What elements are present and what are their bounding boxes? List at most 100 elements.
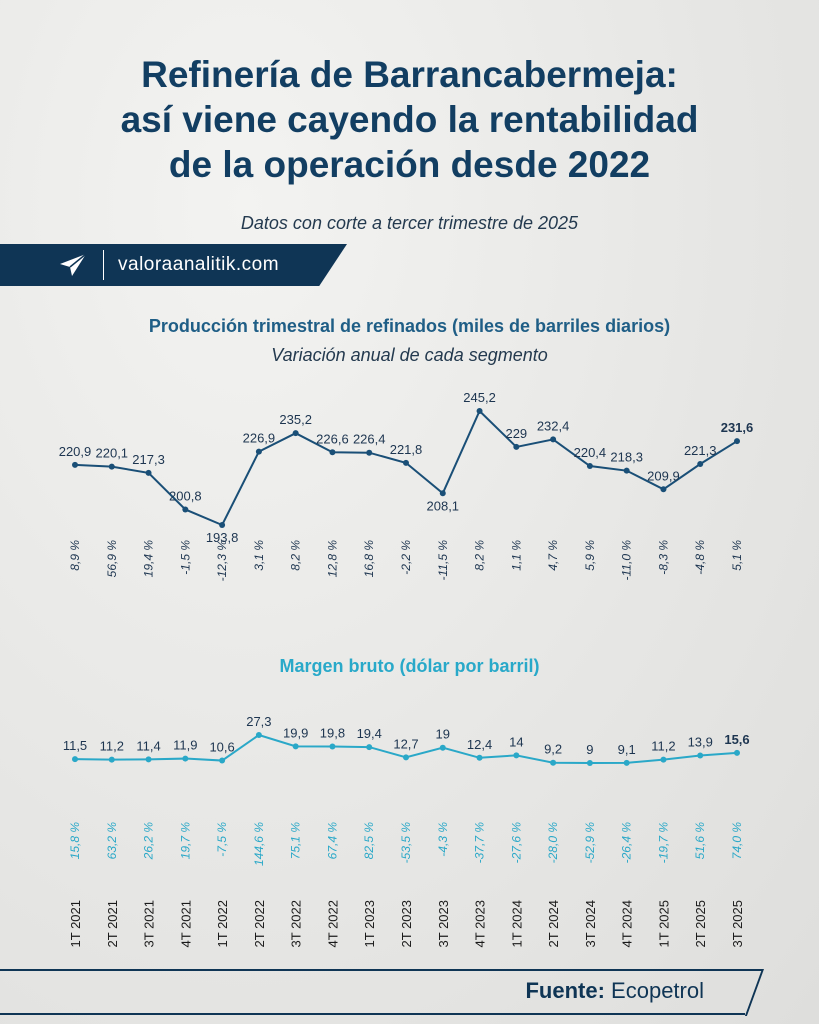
x-tick-label: 2T 2024 <box>546 900 561 947</box>
production-value-label: 226,4 <box>353 432 386 447</box>
production-annual-change-label: 16,8 % <box>362 540 376 578</box>
production-point <box>219 522 226 528</box>
margin-annual-change-label: 63,2 % <box>105 822 119 860</box>
production-value-label: 235,2 <box>279 412 312 427</box>
margin-value-label: 10,6 <box>209 740 234 755</box>
margin-point <box>329 743 336 750</box>
margin-annual-change-label: 67,4 % <box>325 822 339 860</box>
production-value-label: 208,1 <box>427 498 460 513</box>
x-tick-label: 3T 2025 <box>730 900 745 947</box>
margin-value-label: 11,5 <box>63 738 87 753</box>
production-point <box>439 490 446 497</box>
site-link[interactable]: valoraanalitik.com <box>118 254 280 275</box>
production-chart-subtitle: Variación anual de cada segmento <box>271 345 548 365</box>
production-point <box>550 436 557 443</box>
margin-value-label: 11,9 <box>173 738 197 753</box>
production-point <box>72 461 78 468</box>
production-annual-change-label: 8,2 % <box>473 540 487 571</box>
production-point <box>292 430 299 437</box>
x-tick-label: 4T 2023 <box>473 900 488 947</box>
x-tick-label: 3T 2024 <box>583 900 598 947</box>
production-annual-change-label: -4,8 % <box>693 540 707 575</box>
production-annual-change-label: -12,3 % <box>215 540 229 582</box>
brand-banner: valoraanalitik.com <box>0 244 347 286</box>
footer-border <box>0 969 762 971</box>
margin-point <box>72 756 78 763</box>
margin-point <box>439 744 446 751</box>
footer-border <box>0 1013 745 1015</box>
margin-annual-change-label: 26,2 % <box>142 822 156 861</box>
margin-value-label: 19,9 <box>283 725 308 740</box>
margin-value-label: 19,4 <box>357 726 382 741</box>
production-point <box>108 463 115 470</box>
margin-annual-change-label: -28,0 % <box>546 822 560 864</box>
x-tick-label: 4T 2022 <box>325 900 340 947</box>
x-tick-label: 3T 2023 <box>436 900 451 947</box>
x-tick-label: 2T 2023 <box>399 900 414 947</box>
x-tick-label: 3T 2022 <box>289 900 304 947</box>
production-annual-change-label: 1,1 % <box>509 540 523 571</box>
margin-annual-change-label: -26,4 % <box>620 822 634 864</box>
margin-annual-change-label: -27,6 % <box>509 822 523 864</box>
subtitle: Datos con corte a tercer trimestre de 20… <box>240 213 579 233</box>
margin-value-label: 11,4 <box>136 738 160 753</box>
margin-point <box>660 756 667 763</box>
margin-annual-change-label: 144,6 % <box>252 822 266 866</box>
x-tick-label: 3T 2021 <box>142 900 157 947</box>
x-tick-label: 1T 2022 <box>215 900 230 947</box>
production-point <box>403 459 409 466</box>
margin-value-label: 12,7 <box>393 736 418 751</box>
paper-plane-logo-icon <box>60 253 87 276</box>
production-series-line <box>74 409 738 527</box>
production-annual-change-label: 4,7 % <box>546 540 560 571</box>
margin-value-label: 15,6 <box>724 732 749 747</box>
margin-point <box>292 743 299 750</box>
margin-value-label: 11,2 <box>100 739 124 754</box>
production-value-label: 221,3 <box>684 443 717 458</box>
margin-point <box>108 756 115 763</box>
production-annual-change-label: -8,3 % <box>656 540 670 575</box>
production-value-label: 193,8 <box>206 530 239 545</box>
production-point <box>697 461 704 468</box>
production-point <box>255 448 262 455</box>
production-point <box>476 408 483 414</box>
divider <box>103 250 104 280</box>
production-chart-title: Producción trimestral de refinados (mile… <box>148 316 671 336</box>
margin-point <box>145 756 152 763</box>
margin-annual-change-label: -52,9 % <box>583 822 597 864</box>
margin-point <box>734 749 740 756</box>
production-point <box>623 467 630 474</box>
production-point <box>145 469 152 476</box>
margin-point <box>182 755 189 762</box>
production-point <box>586 463 593 470</box>
production-value-label: 220,1 <box>96 446 129 461</box>
margin-point <box>366 744 373 751</box>
margin-annual-change-label: 51,6 % <box>693 822 707 860</box>
title-line: Refinería de Barrancabermeja: <box>141 54 678 95</box>
margin-annual-change-label: -4,3 % <box>436 822 450 857</box>
source-value: Ecopetrol <box>611 978 704 1003</box>
production-value-label: 220,4 <box>574 445 607 460</box>
production-annual-change-label: 8,9 % <box>68 540 82 571</box>
production-value-label: 200,8 <box>169 488 202 503</box>
production-annual-change-label: -2,2 % <box>399 540 413 575</box>
margin-value-label: 9,2 <box>544 742 562 757</box>
production-point <box>182 506 189 513</box>
margin-point <box>513 752 520 759</box>
production-annual-change-label: 19,4 % <box>142 540 156 578</box>
production-value-label: 231,6 <box>721 420 754 435</box>
production-point <box>513 443 520 450</box>
x-tick-label: 1T 2024 <box>509 900 524 947</box>
margin-value-label: 9 <box>586 742 593 757</box>
title-line: así viene cayendo la rentabilidad <box>120 99 699 140</box>
title-line: de la operación desde 2022 <box>168 144 651 185</box>
margin-point <box>476 754 483 761</box>
production-point <box>329 449 336 456</box>
production-annual-change-label: 56,9 % <box>105 540 119 578</box>
margin-annual-change-label: 75,1 % <box>289 822 303 860</box>
x-tick-label: 2T 2021 <box>105 900 120 947</box>
margin-annual-change-label: -53,5 % <box>399 822 413 864</box>
margin-value-label: 9,1 <box>618 742 636 757</box>
production-value-label: 209,9 <box>647 468 680 483</box>
